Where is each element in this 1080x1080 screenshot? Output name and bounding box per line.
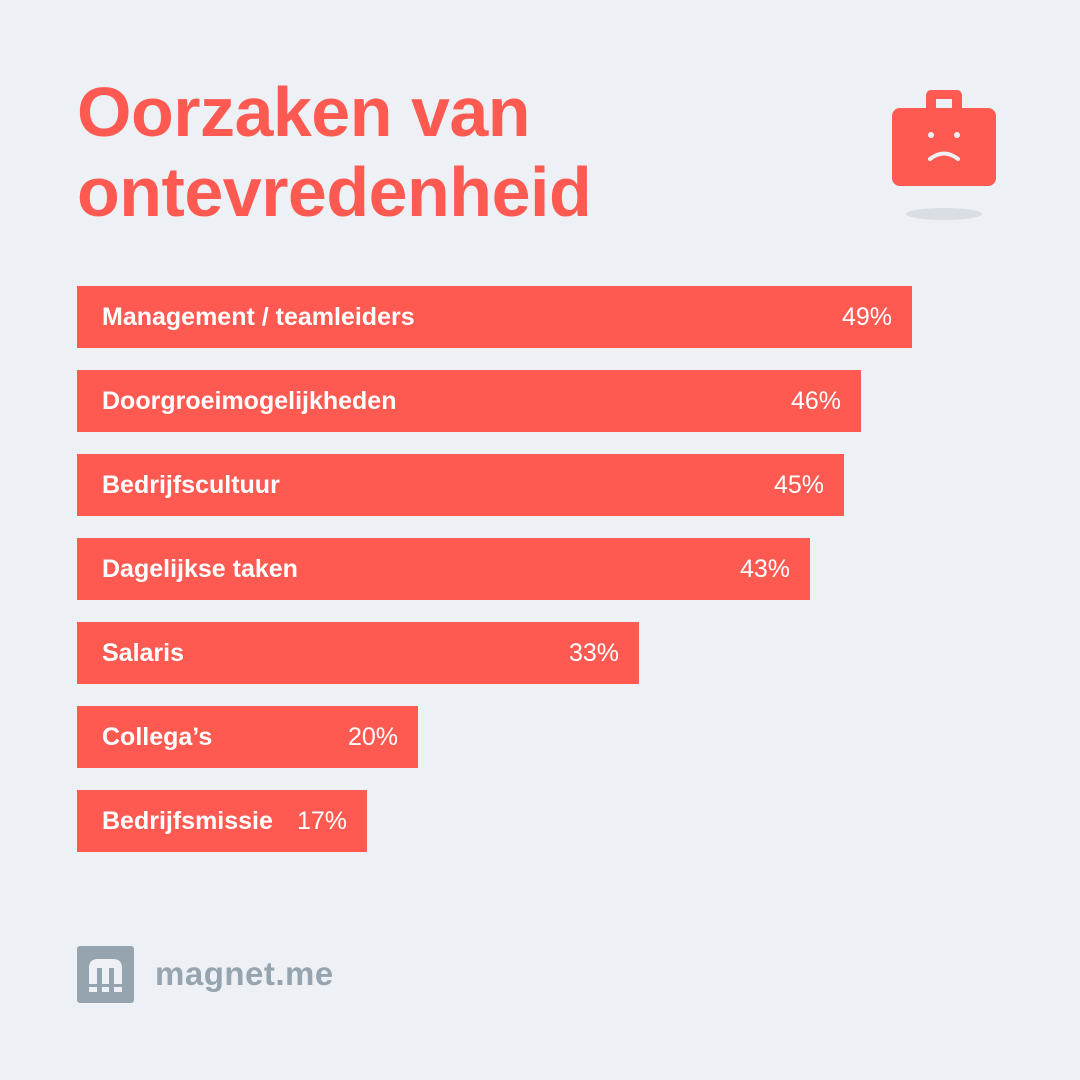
bar-value-label: 17% [296,807,347,835]
briefcase-body [892,108,996,186]
bar-value-label: 46% [790,387,841,415]
bar-category-label: Collega’s [102,723,213,751]
bar: Collega’s 20% [77,706,418,768]
bar: Doorgroeimogelijkheden 46% [77,370,861,432]
title-line-2: ontevredenheid [77,153,592,231]
bar-category-label: Bedrijfscultuur [102,471,280,499]
sad-briefcase-icon [892,90,996,220]
magnet-me-logo-icon [77,945,134,1003]
bar-value-label: 45% [773,471,824,499]
briefcase-frown [928,151,960,161]
bar-value-label: 33% [568,639,619,667]
bar-category-label: Management / teamleiders [102,303,415,331]
bar-value-label: 49% [841,303,892,331]
briefcase-shadow [906,208,982,220]
briefcase-handle [926,90,962,108]
page-title: Oorzaken van ontevredenheid [77,72,777,232]
bar-value-label: 43% [739,555,790,583]
bar: Dagelijkse taken 43% [77,538,810,600]
brand-name: magnet.me [155,955,334,992]
bar: Management / teamleiders 49% [77,286,912,348]
bar-category-label: Salaris [102,639,185,667]
bar: Bedrijfsmissie 17% [77,790,367,852]
bar: Bedrijfscultuur 45% [77,454,844,516]
bar-chart: Management / teamleiders 49% Doorgroeimoge… [77,286,977,856]
bar-value-label: 20% [347,723,398,751]
bar: Salaris 33% [77,622,639,684]
bar-category-label: Doorgroeimogelijkheden [102,387,397,415]
bar-category-label: Dagelijkse taken [102,555,298,583]
footer: magnet.me [77,945,334,1003]
title-line-1: Oorzaken van [77,73,531,151]
bar-category-label: Bedrijfsmissie [102,807,273,835]
briefcase-eye-left [928,132,934,138]
briefcase-eye-right [954,132,960,138]
